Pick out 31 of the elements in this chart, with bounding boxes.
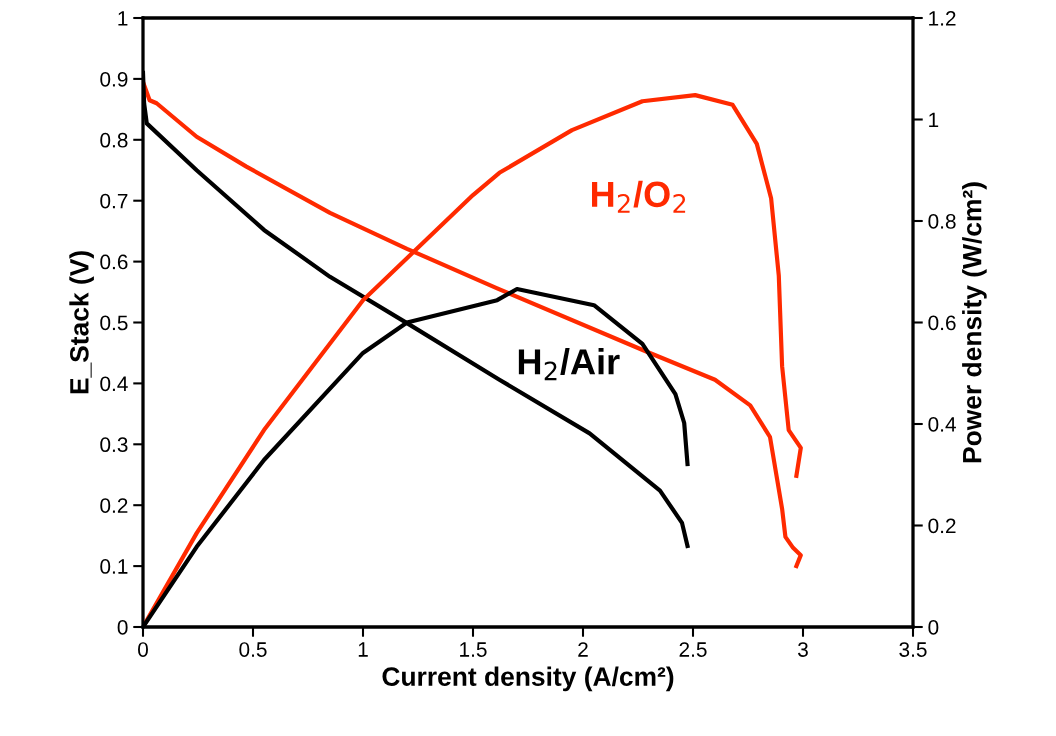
y-tick-label: 0.4 xyxy=(100,376,128,392)
y-tick-label: 0.6 xyxy=(100,254,128,270)
y-tick-label: 1 xyxy=(118,11,128,26)
y2-tick-label: 0.4 xyxy=(928,417,956,432)
x-tick-label: 1.5 xyxy=(460,642,487,657)
x-tick-label: 2.5 xyxy=(679,642,707,657)
y2-tick-label: 0.6 xyxy=(928,315,956,331)
x-axis-title: Current density (A/cm²) xyxy=(382,666,674,692)
y-axis-title: E_Stack (V) xyxy=(69,251,94,394)
annotation: H$_{2}$/O$_{2}$ xyxy=(592,180,686,213)
annotation: H$_{2}$/Air xyxy=(518,348,620,381)
y-tick-label: 0.9 xyxy=(100,71,128,87)
x-tick-label: 0.5 xyxy=(239,642,267,657)
x-tick-label: 1 xyxy=(358,642,368,657)
y2-axis-title: Power density (W/cm²) xyxy=(962,182,987,463)
y2-tick-label: 0.8 xyxy=(928,214,956,229)
y-tick-label: 0.1 xyxy=(100,559,128,574)
y-tick-label: 0 xyxy=(117,620,128,635)
x-tick-label: 3 xyxy=(798,642,808,657)
x-tick-label: 3.5 xyxy=(899,642,927,657)
x-tick-label: 2 xyxy=(578,642,588,657)
y-tick-label: 0.2 xyxy=(100,498,128,513)
y2-tick-label: 1.2 xyxy=(929,11,956,26)
x-tick-label: 0 xyxy=(138,642,148,657)
y-tick-label: 0.7 xyxy=(100,193,128,209)
y-tick-label: 0.8 xyxy=(100,132,128,148)
y2-tick-label: 0 xyxy=(928,620,939,635)
y2-tick-label: 0.2 xyxy=(928,518,956,534)
y2-tick-label: 1 xyxy=(929,112,939,128)
y-tick-label: 0.3 xyxy=(100,437,128,453)
y-tick-label: 0.5 xyxy=(100,315,128,331)
